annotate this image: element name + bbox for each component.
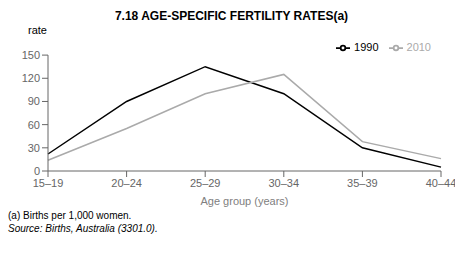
html-text:rate: rate xyxy=(28,24,47,36)
html-text:2010: 2010 xyxy=(406,41,431,53)
svg-text:30–34: 30–34 xyxy=(269,177,300,189)
svg-text:Age group (years): Age group (years) xyxy=(200,195,288,207)
svg-text:120: 120 xyxy=(22,72,40,84)
html-text:(a) Births per 1,000 women.: (a) Births per 1,000 women. xyxy=(8,210,132,221)
html-text:Source: Births, Australia (330: Source: Births, Australia (3301.0). xyxy=(8,223,158,234)
svg-text:30: 30 xyxy=(28,142,40,154)
svg-text:15–19: 15–19 xyxy=(33,177,64,189)
svg-text:40–44: 40–44 xyxy=(426,177,455,189)
svg-text:35–39: 35–39 xyxy=(347,177,378,189)
html-text:7.18 AGE-SPECIFIC FERTILITY RA: 7.18 AGE-SPECIFIC FERTILITY RATES(a) xyxy=(114,9,349,23)
svg-text:90: 90 xyxy=(28,95,40,107)
svg-text:25–29: 25–29 xyxy=(190,177,221,189)
svg-text:20–24: 20–24 xyxy=(111,177,142,189)
svg-text:60: 60 xyxy=(28,119,40,131)
html-text:1990: 1990 xyxy=(354,41,379,53)
svg-text:0: 0 xyxy=(34,165,40,177)
svg-text:150: 150 xyxy=(22,49,40,61)
